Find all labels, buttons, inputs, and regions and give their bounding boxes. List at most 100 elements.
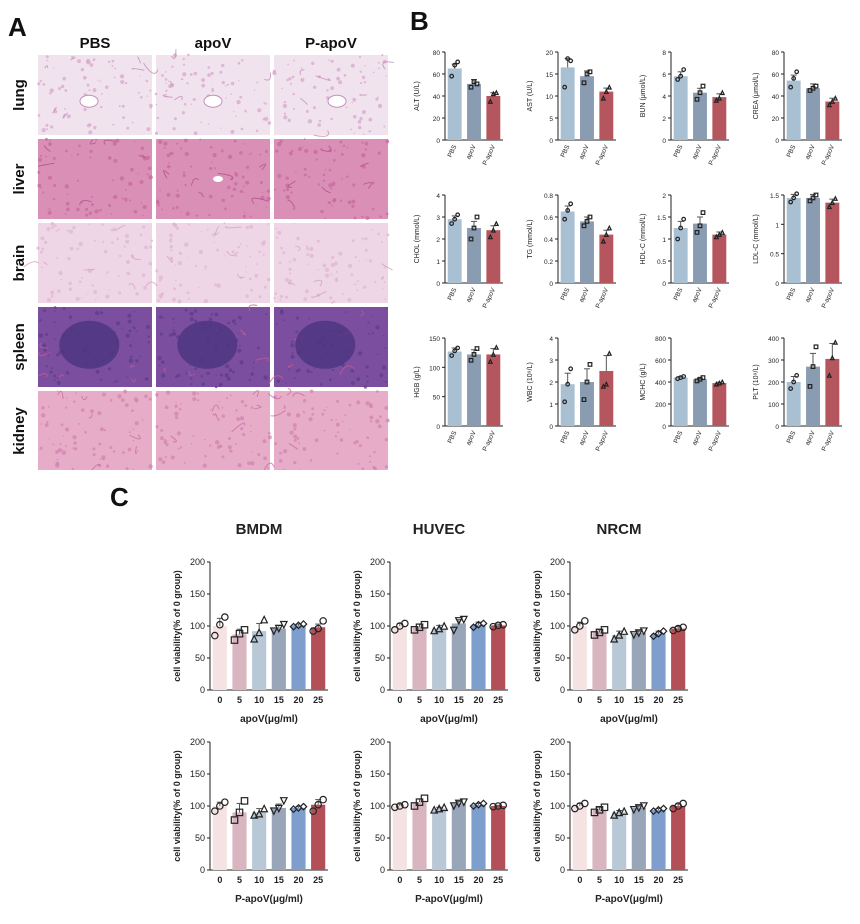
tissue-texture [86,59,90,63]
x-tick-label: PBS [786,286,798,301]
tissue-texture [383,126,385,128]
tissue-texture [108,204,111,207]
tissue-texture [344,74,347,77]
tissue-texture [54,338,56,340]
tissue-texture [167,165,170,168]
tissue-texture [177,374,180,377]
tissue-texture [94,240,96,242]
tissue-texture [248,154,249,155]
bar [232,634,246,690]
tissue-texture [40,187,42,189]
tissue-texture [68,282,72,286]
tissue-texture [224,222,226,224]
tissue-texture [139,355,141,357]
tissue-texture [288,119,291,122]
tissue-texture [92,59,94,61]
tissue-texture [46,421,48,423]
tissue-texture [302,146,303,147]
tissue-texture [372,332,374,334]
tissue-texture [156,425,159,428]
x-tick-label: P-apoV [708,143,724,166]
tissue-texture [339,140,342,143]
tissue-texture [127,377,128,378]
tissue-texture [93,453,96,456]
tissue-texture [303,411,305,413]
tissue-texture [76,297,80,301]
tissue-texture [243,191,245,193]
tissue-texture [176,227,179,230]
y-tick-label: 150 [370,769,385,779]
tissue-texture [207,66,210,69]
tissue-texture [116,321,120,325]
histology-panel: PBSapoVP-apoVlungliverbrainspleenkidney [0,0,420,470]
tissue-texture [238,316,242,320]
tissue-texture [262,192,263,193]
bar [674,228,688,283]
tissue-texture [98,443,101,446]
tissue-texture [330,273,331,274]
tissue-texture [65,406,67,408]
tissue-texture [135,359,138,362]
tissue-texture [125,82,127,84]
tissue-texture [70,247,74,251]
tissue-texture [262,439,266,443]
tissue-texture [352,98,356,102]
tissue-texture [231,195,234,198]
tissue-texture [283,115,287,119]
tissue-texture [372,208,375,211]
tissue-texture [291,150,293,152]
y-tick-label: 1 [436,259,440,266]
tissue-texture [206,372,209,375]
y-tick-label: 1 [662,237,666,244]
tissue-texture [61,279,63,281]
tissue-texture [50,291,54,295]
x-tick-label: 20 [293,875,303,885]
tissue-texture [245,181,249,185]
tissue-texture [216,249,219,252]
tissue-texture [129,344,132,347]
tissue-texture [207,73,211,77]
tissue-texture [183,58,185,60]
tissue-texture [325,273,329,277]
tissue-texture [149,175,150,176]
tissue-texture [218,401,219,402]
histology-tile [272,54,394,136]
tissue-texture [132,122,134,124]
tissue-texture [289,261,291,263]
tissue-texture [320,210,323,213]
bar [448,219,462,283]
tissue-texture [293,258,297,262]
tissue-texture [112,179,114,181]
tissue-texture [285,177,288,180]
tissue-texture [178,300,182,304]
tissue-texture [379,415,382,418]
tissue-texture [215,440,219,444]
tissue-texture [203,463,207,467]
x-tick-label: 20 [473,875,483,885]
tissue-texture [333,159,336,162]
tissue-texture [48,142,52,146]
tissue-texture [385,140,389,144]
tissue-texture [336,271,338,273]
tissue-texture [116,237,119,240]
tissue-texture [257,108,261,112]
tissue-texture [330,419,332,421]
tissue-texture [268,435,272,439]
x-tick-label: P-apoV [595,429,611,452]
tissue-texture [210,72,213,75]
bar [448,69,462,141]
tissue-texture [346,106,348,108]
tissue-texture [147,173,149,175]
tissue-texture [77,59,81,63]
tissue-texture [65,445,67,447]
tissue-texture [175,264,176,265]
tissue-texture [379,215,381,217]
tissue-texture [171,455,175,459]
tissue-texture [344,414,346,416]
tissue-texture [308,176,310,178]
tissue-texture [361,153,365,157]
tissue-texture [326,407,327,408]
data-point [281,798,287,804]
tissue-texture [375,98,378,101]
tissue-texture [229,450,232,453]
